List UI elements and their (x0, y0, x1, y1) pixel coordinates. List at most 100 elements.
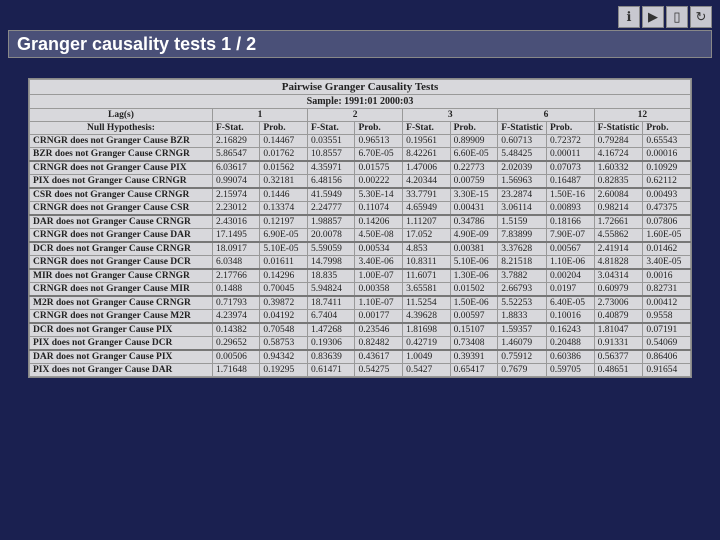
prob-cell: 0.39872 (260, 296, 308, 310)
fstat-cell: 6.48156 (308, 175, 355, 189)
fstat-cell: 41.5949 (308, 188, 355, 202)
fstat-cell: 0.48651 (594, 364, 643, 377)
prob-cell: 0.82482 (355, 337, 403, 351)
table-row: CSR does not Granger Cause CRNGR2.159740… (30, 188, 691, 202)
prob-cell: 5.10E-06 (450, 256, 498, 270)
fstat-cell: 3.7882 (498, 269, 547, 283)
fstat-cell: 1.98857 (308, 215, 355, 229)
table-row: PIX does not Granger Cause DCR0.296520.5… (30, 337, 691, 351)
col-fstat: F-Stat. (212, 122, 259, 135)
prob-cell: 0.59705 (546, 364, 594, 377)
fstat-cell: 1.81047 (594, 323, 643, 337)
fstat-cell: 6.03617 (212, 161, 259, 175)
col-prob: Prob. (355, 122, 403, 135)
fstat-cell: 0.03551 (308, 135, 355, 148)
col-fstat: F-Statistic (594, 122, 643, 135)
table-row: M2R does not Granger Cause CRNGR0.717930… (30, 296, 691, 310)
fstat-cell: 5.86547 (212, 148, 259, 162)
table-row: DAR does not Granger Cause PIX0.005060.9… (30, 350, 691, 364)
col-fstat: F-Statistic (498, 122, 547, 135)
prob-cell: 0.12197 (260, 215, 308, 229)
play-icon[interactable]: ▶ (642, 6, 664, 28)
table-row: PIX does not Granger Cause CRNGR0.990740… (30, 175, 691, 189)
prob-cell: 0.01462 (643, 242, 691, 256)
fstat-cell: 0.75912 (498, 350, 547, 364)
prob-cell: 3.40E-06 (355, 256, 403, 270)
fstat-cell: 0.71793 (212, 296, 259, 310)
prob-cell: 0.47375 (643, 202, 691, 216)
prob-cell: 0.10929 (643, 161, 691, 175)
prob-cell: 1.60E-05 (643, 229, 691, 243)
fstat-cell: 1.5159 (498, 215, 547, 229)
fstat-cell: 20.0078 (308, 229, 355, 243)
nav-icon-bar: ℹ ▶ ▯ ↻ (618, 6, 712, 28)
fstat-cell: 2.60084 (594, 188, 643, 202)
prob-cell: 0.00381 (450, 242, 498, 256)
prob-cell: 1.50E-16 (546, 188, 594, 202)
prob-cell: 5.10E-05 (260, 242, 308, 256)
fstat-cell: 0.83639 (308, 350, 355, 364)
fstat-cell: 5.59059 (308, 242, 355, 256)
fstat-cell: 0.40879 (594, 310, 643, 324)
hypothesis-cell: DCR does not Granger Cause CRNGR (30, 242, 213, 256)
fstat-cell: 3.37628 (498, 242, 547, 256)
prob-cell: 0.00567 (546, 242, 594, 256)
col-prob: Prob. (546, 122, 594, 135)
fstat-cell: 3.06114 (498, 202, 547, 216)
table-row: CRNGR does not Granger Cause M2R4.239740… (30, 310, 691, 324)
prob-cell: 0.86406 (643, 350, 691, 364)
prob-cell: 7.90E-07 (546, 229, 594, 243)
fstat-cell: 14.7998 (308, 256, 355, 270)
prob-cell: 0.22773 (450, 161, 498, 175)
prob-cell: 0.91654 (643, 364, 691, 377)
prob-cell: 0.11074 (355, 202, 403, 216)
fstat-cell: 10.8557 (308, 148, 355, 162)
table-row: CRNGR does not Granger Cause PIX6.036170… (30, 161, 691, 175)
prob-cell: 0.00358 (355, 283, 403, 297)
prob-cell: 0.14467 (260, 135, 308, 148)
fstat-cell: 0.1488 (212, 283, 259, 297)
fstat-cell: 2.02039 (498, 161, 547, 175)
fstat-cell: 4.39628 (403, 310, 450, 324)
hypothesis-cell: CRNGR does not Granger Cause BZR (30, 135, 213, 148)
fstat-cell: 1.72661 (594, 215, 643, 229)
lag-header: 3 (403, 109, 498, 122)
fstat-cell: 2.66793 (498, 283, 547, 297)
prob-cell: 0.01611 (260, 256, 308, 270)
prob-cell: 0.01762 (260, 148, 308, 162)
hypothesis-cell: BZR does not Granger Cause CRNGR (30, 148, 213, 162)
hypothesis-cell: CSR does not Granger Cause CRNGR (30, 188, 213, 202)
prob-cell: 6.40E-05 (546, 296, 594, 310)
prob-cell: 3.40E-05 (643, 256, 691, 270)
fstat-cell: 0.7679 (498, 364, 547, 377)
hypothesis-cell: PIX does not Granger Cause DCR (30, 337, 213, 351)
prob-cell: 0.0197 (546, 283, 594, 297)
hypothesis-cell: CRNGR does not Granger Cause CSR (30, 202, 213, 216)
table-row: CRNGR does not Granger Cause DCR6.03480.… (30, 256, 691, 270)
table-row: CRNGR does not Granger Cause BZR2.168290… (30, 135, 691, 148)
refresh-icon[interactable]: ↻ (690, 6, 712, 28)
info-icon[interactable]: ℹ (618, 6, 640, 28)
table-row: PIX does not Granger Cause DAR1.716480.1… (30, 364, 691, 377)
fstat-cell: 4.20344 (403, 175, 450, 189)
prob-cell: 4.50E-08 (355, 229, 403, 243)
prob-cell: 0.9558 (643, 310, 691, 324)
table-row: MIR does not Granger Cause CRNGR2.177660… (30, 269, 691, 283)
granger-table: Pairwise Granger Causality TestsSample: … (28, 78, 692, 378)
prob-cell: 0.96513 (355, 135, 403, 148)
doc-icon[interactable]: ▯ (666, 6, 688, 28)
fstat-cell: 17.052 (403, 229, 450, 243)
table-row: BZR does not Granger Cause CRNGR5.865470… (30, 148, 691, 162)
fstat-cell: 1.11207 (403, 215, 450, 229)
fstat-cell: 5.48425 (498, 148, 547, 162)
prob-cell: 1.00E-07 (355, 269, 403, 283)
prob-cell: 0.72372 (546, 135, 594, 148)
fstat-cell: 2.15974 (212, 188, 259, 202)
lag-header: 1 (212, 109, 307, 122)
prob-cell: 0.01562 (260, 161, 308, 175)
fstat-cell: 6.7404 (308, 310, 355, 324)
hypothesis-cell: CRNGR does not Granger Cause DCR (30, 256, 213, 270)
prob-cell: 0.89909 (450, 135, 498, 148)
prob-cell: 0.60386 (546, 350, 594, 364)
prob-cell: 0.00597 (450, 310, 498, 324)
